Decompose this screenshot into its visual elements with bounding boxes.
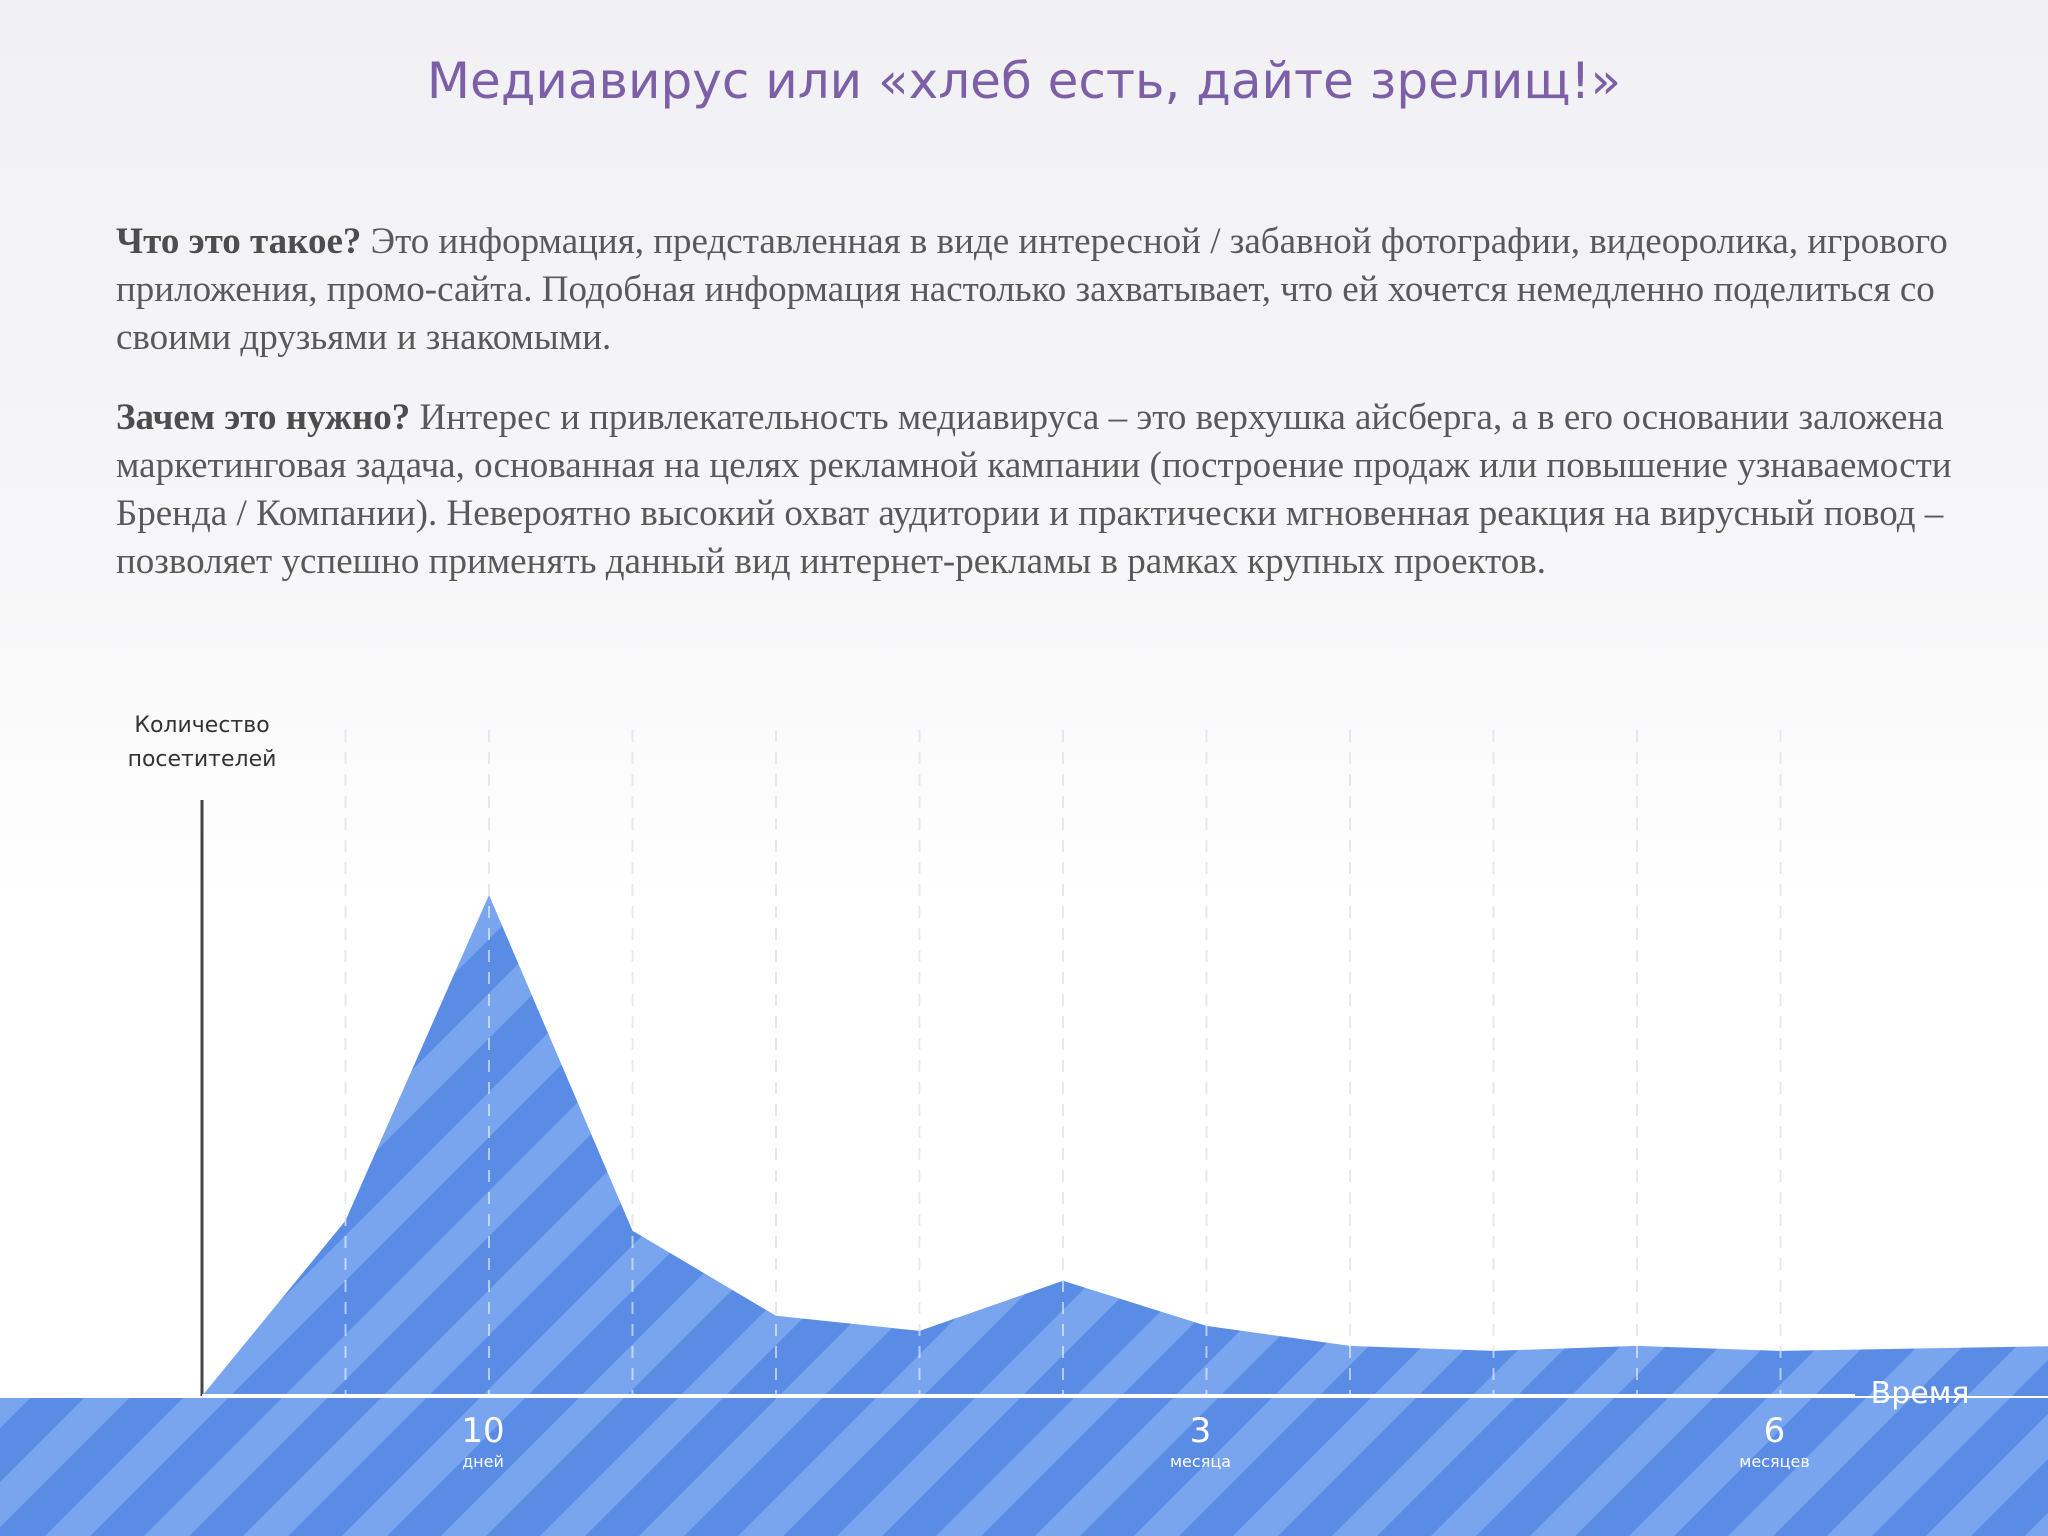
bottom-band <box>0 1398 2048 1536</box>
tick-value: 3 <box>1190 1411 1212 1451</box>
paragraph-text: Это информация, представленная в виде ин… <box>116 221 1948 358</box>
tick-value: 6 <box>1764 1411 1786 1451</box>
tick-unit: месяцев <box>1739 1452 1810 1471</box>
x-axis-label: Время <box>1871 1376 1970 1411</box>
series-area <box>202 895 2048 1396</box>
tick-unit: месяца <box>1170 1452 1231 1471</box>
visitors-area-chart: Количество посетителей Время 10дней3меся… <box>0 713 2048 1536</box>
y-axis-label-line-2: посетителей <box>128 747 277 772</box>
slide-title: Медиавирус или «хлеб есть, дайте зрелищ!… <box>426 52 1622 110</box>
y-axis-label-line-1: Количество <box>134 713 269 738</box>
paragraph-why: Зачем это нужно? Интерес и привлекательн… <box>116 394 1976 586</box>
tick-value: 10 <box>461 1411 504 1451</box>
paragraph-text: Интерес и привлекательность медиавируса … <box>116 397 1952 582</box>
paragraph-what: Что это такое? Это информация, представл… <box>116 218 1976 362</box>
grid-lines-front <box>344 730 1782 1396</box>
tick-unit: дней <box>462 1452 504 1471</box>
paragraph-lead: Что это такое? <box>116 221 362 262</box>
paragraph-lead: Зачем это нужно? <box>116 397 411 438</box>
text-block: Что это такое? Это информация, представл… <box>116 218 1976 618</box>
